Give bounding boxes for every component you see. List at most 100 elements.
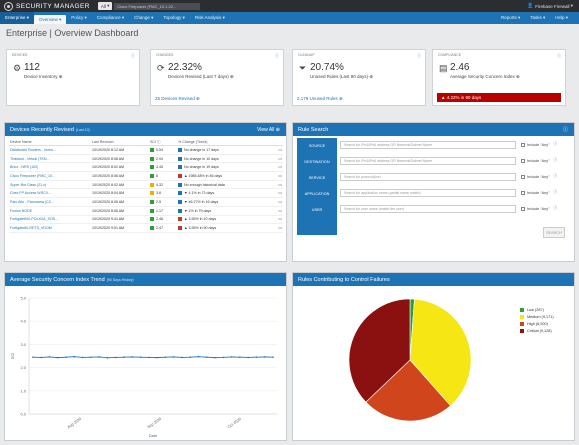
- row-menu-icon[interactable]: •••: [271, 145, 283, 155]
- table-row[interactable]: Cisco Firepower (FMC_10... 10/19/2020 8:0…: [9, 171, 283, 181]
- row-menu-icon[interactable]: •••: [271, 180, 283, 190]
- kpi-footer-link[interactable]: 25 Devices Revised ⊕: [155, 96, 200, 101]
- row-menu-icon[interactable]: •••: [271, 162, 283, 173]
- kpi-desc[interactable]: Devices Revised (Last 7 days) ⊕: [168, 74, 234, 79]
- help-icon[interactable]: ⓘ: [553, 190, 558, 194]
- info-icon[interactable]: ⓘ: [275, 53, 279, 58]
- col-change-trend[interactable]: % Change (Trend): [177, 139, 271, 146]
- nav-reports[interactable]: Reports ▾: [500, 15, 521, 20]
- application-input[interactable]: Search for application name (partial nam…: [340, 189, 516, 197]
- service-input[interactable]: Search for protocol/port: [340, 173, 516, 181]
- destination-include-any[interactable]: Include “Any” ⓘ: [521, 158, 557, 163]
- checkbox[interactable]: [521, 206, 525, 211]
- row-menu-icon[interactable]: •••: [271, 197, 283, 207]
- kpi-devices[interactable]: Devices ⓘ ⚙ 112 Device Inventory ⊕: [6, 49, 140, 106]
- device-name-link[interactable]: Distributed Routers - Inneo...: [9, 145, 91, 155]
- sci-indicator-icon: [150, 147, 154, 152]
- row-menu-icon[interactable]: •••: [271, 223, 283, 233]
- device-name-link[interactable]: Cisco Firepower (FMC_10...: [9, 171, 91, 181]
- user-input[interactable]: Search for user name (match the user): [340, 205, 516, 213]
- nav-risk-analysis[interactable]: Risk Analysis ▾: [194, 15, 225, 20]
- table-row[interactable]: Palo Alto - Panorama (CC... 10/19/2020 8:…: [9, 197, 283, 207]
- scope-dropdown[interactable]: All ▾: [97, 2, 113, 10]
- nav-compliance[interactable]: Compliance ▾: [96, 15, 125, 20]
- help-icon[interactable]: ⓘ: [553, 158, 558, 162]
- info-icon[interactable]: ⓘ: [557, 53, 561, 58]
- col-device-name[interactable]: Device Name: [9, 139, 91, 146]
- data-point: [98, 356, 101, 358]
- help-icon[interactable]: ⓘ: [553, 142, 558, 146]
- destination-input[interactable]: Search for IPv4/IPv6 address OR Network/…: [340, 157, 516, 165]
- pie-slice[interactable]: [348, 298, 411, 403]
- view-all-link[interactable]: View All ⊕: [257, 126, 280, 133]
- help-icon[interactable]: ⓘ: [553, 206, 558, 210]
- app-logo[interactable]: SECURITY MANAGER: [4, 2, 90, 11]
- col-last-revision[interactable]: Last Revision: [91, 139, 149, 146]
- legend-item[interactable]: Critical (9,128): [520, 327, 554, 334]
- row-menu-icon[interactable]: •••: [271, 188, 283, 199]
- device-name-link[interactable]: Thailand - Virtual (TKN...: [9, 154, 91, 164]
- device-name-link[interactable]: Fortigate60-RETS_VDOM: [9, 223, 91, 233]
- legend-item[interactable]: Low (287): [520, 306, 554, 313]
- service-include-any[interactable]: Include “Any” ⓘ: [521, 174, 557, 179]
- nav-topology[interactable]: Topology ▾: [163, 15, 185, 20]
- checkbox[interactable]: [521, 142, 525, 147]
- pie-slice[interactable]: [409, 298, 472, 407]
- row-menu-icon[interactable]: •••: [271, 154, 283, 164]
- device-name-link[interactable]: Fusion NODE: [9, 206, 91, 216]
- nav-overview[interactable]: Overview ▾: [34, 15, 67, 24]
- nav-policy[interactable]: Policy ▾: [71, 15, 87, 20]
- table-row[interactable]: Brico - NRS (102) 10/19/2020 8:02 AM 3.45 N…: [9, 162, 283, 173]
- nav-enterprise[interactable]: Enterprise ▾: [0, 12, 35, 24]
- checkbox[interactable]: [521, 158, 525, 163]
- help-icon[interactable]: ⓘ: [553, 174, 558, 178]
- user-include-any[interactable]: Include “Any” ⓘ: [521, 206, 557, 211]
- device-name-link[interactable]: Brico - NRS (102): [9, 162, 91, 173]
- legend-item[interactable]: Medium (9,171): [520, 313, 554, 320]
- nav-help[interactable]: Help ▾: [555, 15, 568, 20]
- device-name-link[interactable]: Super Bot Class (21.x): [9, 180, 91, 190]
- table-row[interactable]: Fusion NODE 10/19/2020 8:06 AM 1.17 ▼ 1% in…: [9, 206, 283, 216]
- search-button[interactable]: SEARCH: [543, 227, 565, 238]
- kpi-desc[interactable]: Unused Rules (Last 90 days) ⊕: [310, 74, 374, 79]
- checkbox[interactable]: [521, 190, 525, 195]
- kpi-cleanup[interactable]: Cleanup ⓘ ⏷ 20.74% Unused Rules (Last 90…: [292, 49, 426, 106]
- data-point: [73, 355, 76, 358]
- info-icon[interactable]: ⓘ: [562, 127, 568, 133]
- table-row[interactable]: Fortigate600-POLICIA_SOS... 10/19/2020 9:…: [9, 215, 283, 225]
- trend-cell: ▼ 46.27% in 16 days: [177, 197, 271, 207]
- table-row[interactable]: Chex FP Access WSCX... 10/19/2020 8:04 AM…: [9, 188, 283, 199]
- legend-item[interactable]: High (6,000): [520, 320, 554, 327]
- table-row[interactable]: Super Bot Class (21.x) 10/19/2020 8:02 AM…: [9, 180, 283, 190]
- col-sci[interactable]: SCI ⓘ: [149, 139, 177, 146]
- refresh-icon: ⟳: [157, 63, 165, 73]
- device-name-link[interactable]: Palo Alto - Panorama (CC...: [9, 197, 91, 207]
- kpi-changes[interactable]: Changes ⓘ ⟳ 22.32% Devices Revised (Last…: [150, 49, 284, 106]
- info-icon[interactable]: ⓘ: [417, 53, 421, 58]
- row-menu-icon[interactable]: •••: [271, 215, 283, 225]
- source-include-any[interactable]: Include “Any” ⓘ: [521, 142, 557, 147]
- application-include-any[interactable]: Include “Any” ⓘ: [521, 190, 557, 195]
- device-name-link[interactable]: Chex FP Access WSCX...: [9, 188, 91, 199]
- source-input[interactable]: Search for IPv4/IPv6 address OR Network/…: [340, 141, 516, 149]
- row-menu-icon[interactable]: •••: [271, 171, 283, 181]
- kpi-compliance[interactable]: Compliance ⓘ ▤ 2.46 Average Security Con…: [432, 49, 566, 106]
- nav-change[interactable]: Change ▾: [134, 15, 154, 20]
- table-row[interactable]: Thailand - Virtual (TKN... 10/19/2020 8:0…: [9, 154, 283, 164]
- checkbox[interactable]: [521, 174, 525, 179]
- kpi-desc[interactable]: Average Security Concern Index ⊕: [450, 74, 520, 79]
- kpi-footer-link[interactable]: 2,179 Unused Rules ⊕: [297, 96, 343, 101]
- data-point: [57, 356, 59, 359]
- pie-slice[interactable]: [365, 359, 451, 422]
- nav-tasks[interactable]: Tasks ▾: [530, 15, 546, 20]
- info-icon[interactable]: ⓘ: [131, 53, 135, 58]
- x-tick-label: Aug 2020: [67, 417, 83, 430]
- device-search-input[interactable]: [114, 2, 201, 10]
- device-name-link[interactable]: Fortigate600-POLICIA_SOS...: [9, 215, 91, 225]
- user-menu[interactable]: 👤 Firebase Firewall ▾: [526, 3, 573, 9]
- kpi-desc[interactable]: Device Inventory ⊕: [24, 74, 63, 79]
- table-row[interactable]: Fortigate60-RETS_VDOM 10/19/2020 9:51 AM 2…: [9, 223, 283, 233]
- row-menu-icon[interactable]: •••: [271, 206, 283, 216]
- table-row[interactable]: Distributed Routers - Inneo... 10/19/2020…: [9, 145, 283, 155]
- trend-indicator-icon: [178, 165, 182, 170]
